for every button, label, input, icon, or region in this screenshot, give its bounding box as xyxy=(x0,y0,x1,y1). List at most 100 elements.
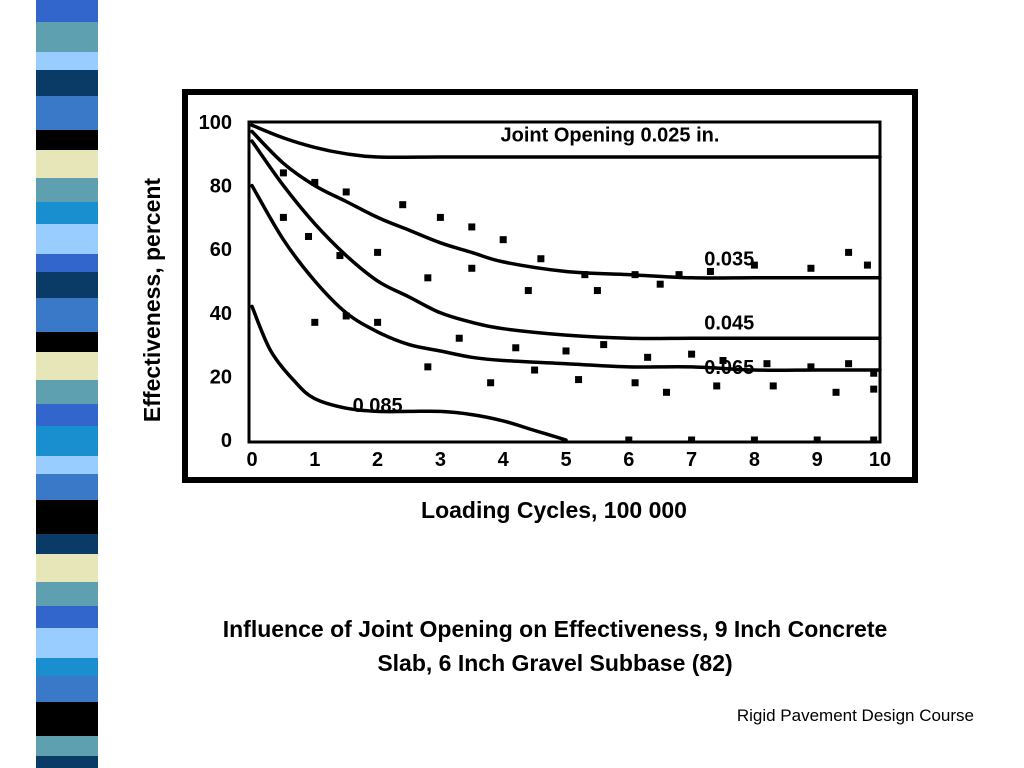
stripe-segment xyxy=(36,500,98,535)
x-tick-label: 6 xyxy=(623,449,634,471)
x-tick-label: 4 xyxy=(498,449,510,471)
data-point xyxy=(845,248,853,256)
data-point xyxy=(575,376,583,384)
data-point xyxy=(374,318,382,326)
series-line-0 xyxy=(250,123,882,159)
stripe-segment xyxy=(36,554,98,583)
data-point xyxy=(600,341,608,349)
data-point xyxy=(706,267,714,275)
stripe-segment xyxy=(36,298,98,333)
data-point xyxy=(342,312,350,320)
data-point xyxy=(531,366,539,374)
y-axis-ticks: 0 20 40 60 80 100 xyxy=(199,112,232,452)
stripe-segment xyxy=(36,456,98,475)
scatter-points xyxy=(279,169,878,444)
slide-caption: Influence of Joint Opening on Effectiven… xyxy=(120,612,990,680)
data-point xyxy=(424,363,432,371)
stripe-segment xyxy=(36,150,98,179)
data-point xyxy=(562,347,570,355)
data-point xyxy=(688,350,696,358)
stripe-segment xyxy=(36,582,98,607)
stripe-segment xyxy=(36,676,98,703)
y-tick-label: 40 xyxy=(210,303,232,325)
stripe-segment xyxy=(36,628,98,659)
series-line-4 xyxy=(250,304,568,442)
x-axis-ticks: 0 1 2 3 4 5 6 7 8 9 10 xyxy=(246,449,891,471)
stripe-segment xyxy=(36,0,98,23)
decorative-stripe-bar xyxy=(0,0,120,768)
data-point xyxy=(374,248,382,256)
stripe-segment xyxy=(36,22,98,53)
caption-line-1: Influence of Joint Opening on Effectiven… xyxy=(222,616,888,642)
data-point xyxy=(537,255,545,263)
x-axis-title: Loading Cycles, 100 000 xyxy=(421,497,687,523)
curve-label: Joint Opening 0.025 in. xyxy=(500,125,719,147)
x-tick-label: 2 xyxy=(372,449,383,471)
data-point xyxy=(807,363,815,371)
curve-label: 0.045 xyxy=(704,312,754,334)
stripe-segment xyxy=(36,96,98,131)
footer-course-name: Rigid Pavement Design Course xyxy=(736,706,974,725)
data-point xyxy=(581,271,589,279)
x-tick-label: 9 xyxy=(812,449,823,471)
stripe-segment xyxy=(36,474,98,501)
chart-frame xyxy=(182,89,918,483)
data-point xyxy=(750,436,758,444)
data-point xyxy=(468,223,476,231)
curve-label: 0.035 xyxy=(704,249,754,271)
stripe-segment xyxy=(36,426,98,457)
stripe-segment xyxy=(36,70,98,97)
stripe-segment xyxy=(36,52,98,71)
data-point xyxy=(305,232,313,240)
data-point xyxy=(336,252,344,260)
data-point xyxy=(631,379,639,387)
series-line-1 xyxy=(250,129,882,280)
stripe-segment xyxy=(36,178,98,203)
x-tick-label: 1 xyxy=(309,449,320,471)
x-tick-label: 8 xyxy=(749,449,760,471)
data-point xyxy=(675,271,683,279)
data-point xyxy=(662,388,670,396)
stripe-segment xyxy=(36,272,98,299)
x-tick-label: 10 xyxy=(869,449,891,471)
data-point xyxy=(845,360,853,368)
stripe-segment xyxy=(36,606,98,629)
data-point xyxy=(813,436,821,444)
data-point xyxy=(593,287,601,295)
data-point xyxy=(625,436,633,444)
data-point xyxy=(870,369,878,377)
data-point xyxy=(769,382,777,390)
data-point xyxy=(807,264,815,272)
data-point xyxy=(870,436,878,444)
stripe-segment xyxy=(36,702,98,737)
stripe-segment xyxy=(36,332,98,353)
stripe-segment xyxy=(36,534,98,555)
data-point xyxy=(870,385,878,393)
data-point xyxy=(688,436,696,444)
data-point xyxy=(863,261,871,269)
data-point xyxy=(311,178,319,186)
stripe-segment xyxy=(36,202,98,225)
caption-line-2: Slab, 6 Inch Gravel Subbase (82) xyxy=(377,650,733,676)
stripe-segment xyxy=(36,130,98,151)
stripe-segment xyxy=(36,352,98,381)
data-point xyxy=(455,334,463,342)
data-point xyxy=(487,379,495,387)
data-point xyxy=(763,360,771,368)
curve-label: 0.065 xyxy=(704,357,754,379)
series-lines xyxy=(250,123,882,442)
x-tick-label: 3 xyxy=(435,449,446,471)
curve-labels: Joint Opening 0.025 in. 0.035 0.045 0.065 0.… xyxy=(353,125,755,417)
stripe-segment xyxy=(36,380,98,405)
stripe-segment xyxy=(36,736,98,757)
data-point xyxy=(424,274,432,282)
data-point xyxy=(832,388,840,396)
plot-box xyxy=(247,120,882,444)
data-point xyxy=(512,344,520,352)
data-point xyxy=(279,213,287,221)
data-point xyxy=(750,261,758,269)
data-point xyxy=(656,280,664,288)
y-tick-label: 0 xyxy=(221,430,232,452)
y-tick-label: 60 xyxy=(210,239,232,261)
data-point xyxy=(342,188,350,196)
